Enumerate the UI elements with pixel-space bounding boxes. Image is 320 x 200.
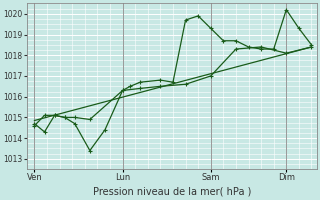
X-axis label: Pression niveau de la mer( hPa ): Pression niveau de la mer( hPa ) <box>92 187 251 197</box>
